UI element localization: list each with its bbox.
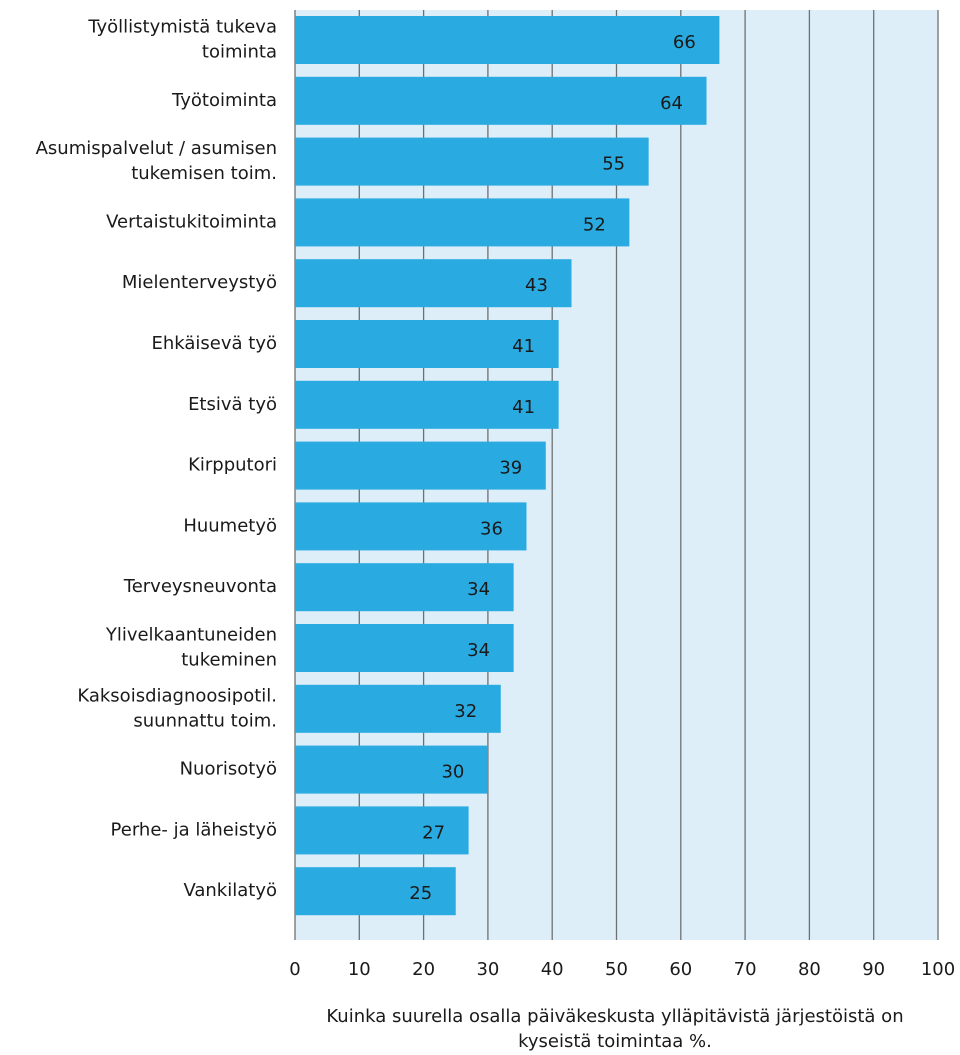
x-tick-label: 90 xyxy=(862,959,885,980)
value-label: 27 xyxy=(422,822,445,843)
y-tick-label: Perhe- ja läheistyö xyxy=(111,819,277,840)
x-tick-label: 70 xyxy=(734,959,757,980)
y-tick-label: Mielenterveystyö xyxy=(122,272,277,293)
value-label: 39 xyxy=(499,458,522,479)
x-tick-label: 0 xyxy=(289,959,300,980)
bar xyxy=(295,259,572,308)
x-tick-label: 100 xyxy=(921,959,955,980)
bar xyxy=(295,745,488,794)
x-tick-label: 50 xyxy=(605,959,628,980)
x-tick-label: 20 xyxy=(412,959,435,980)
y-tick-label: Kaksoisdiagnoosipotil. suunnattu toim. xyxy=(77,685,277,731)
value-label: 41 xyxy=(512,397,535,418)
bar xyxy=(295,441,546,490)
bar xyxy=(295,624,514,672)
bar xyxy=(295,806,469,855)
value-label: 55 xyxy=(602,154,625,175)
bar xyxy=(295,16,720,64)
value-label: 41 xyxy=(512,336,535,357)
value-label: 34 xyxy=(467,579,490,600)
y-tick-label: Nuorisotyö xyxy=(180,759,277,780)
y-tick-label: Vankilatyö xyxy=(183,880,277,901)
y-tick-label: Ehkäisevä työ xyxy=(152,333,278,354)
bar xyxy=(295,76,707,125)
y-tick-label: Asumispalvelut / asumisen tukemisen toim. xyxy=(36,138,277,184)
y-tick-label: Terveysneuvonta xyxy=(123,576,277,597)
bar xyxy=(295,137,649,186)
y-tick-label: Työllistymistä tukeva toiminta xyxy=(87,17,277,63)
x-tick-label: 40 xyxy=(541,959,564,980)
x-axis-label: Kuinka suurella osalla päiväkeskusta yll… xyxy=(326,1006,903,1052)
value-label: 64 xyxy=(660,93,683,114)
value-label: 25 xyxy=(409,883,432,904)
y-tick-label: Ylivelkaantuneiden tukeminen xyxy=(105,625,277,671)
value-label: 43 xyxy=(525,275,548,296)
value-label: 32 xyxy=(454,701,477,722)
y-tick-label: Huumetyö xyxy=(183,515,277,536)
x-tick-label: 30 xyxy=(476,959,499,980)
bar xyxy=(295,867,456,916)
y-tick-label: Kirpputori xyxy=(188,455,277,476)
bar xyxy=(295,380,559,429)
bar xyxy=(295,198,630,247)
y-tick-label: Työtoiminta xyxy=(171,90,277,111)
bar xyxy=(295,502,527,551)
value-label: 52 xyxy=(583,214,606,235)
bar xyxy=(295,684,501,733)
y-tick-label: Etsivä työ xyxy=(188,394,277,415)
value-label: 36 xyxy=(480,518,503,539)
bar xyxy=(295,320,559,368)
x-tick-label: 60 xyxy=(669,959,692,980)
x-tick-label: 10 xyxy=(348,959,371,980)
bar xyxy=(295,563,514,612)
value-label: 34 xyxy=(467,640,490,661)
y-tick-label: Vertaistukitoiminta xyxy=(106,211,277,232)
x-tick-label: 80 xyxy=(798,959,821,980)
value-label: 30 xyxy=(441,762,464,783)
value-label: 66 xyxy=(673,32,696,53)
